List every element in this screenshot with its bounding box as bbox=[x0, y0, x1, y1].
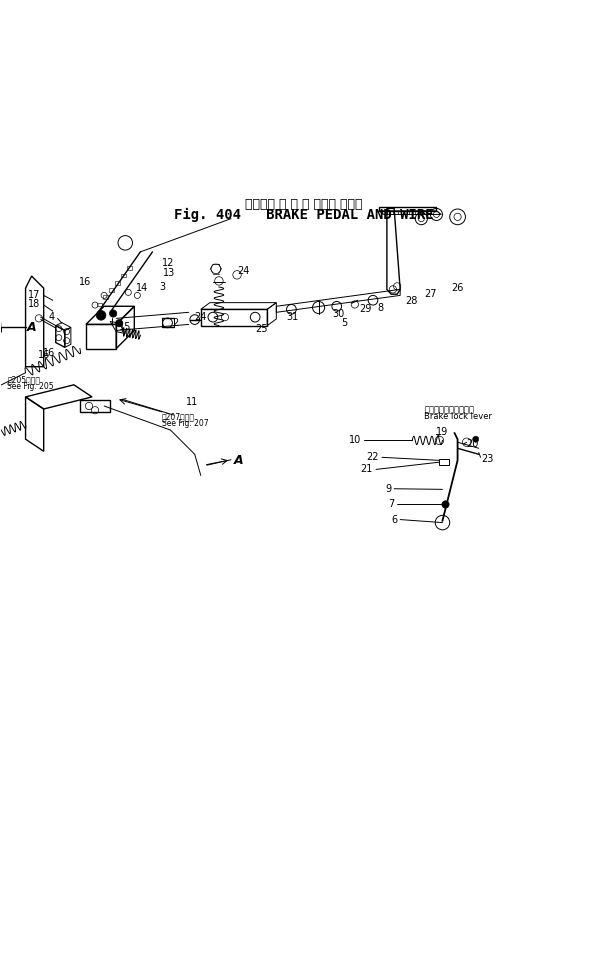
Text: 21: 21 bbox=[361, 464, 373, 475]
Text: 29: 29 bbox=[359, 304, 371, 314]
Text: 第205図参照: 第205図参照 bbox=[7, 376, 41, 384]
Text: 19: 19 bbox=[436, 427, 449, 437]
Bar bbox=[127, 267, 132, 270]
Text: 4: 4 bbox=[49, 312, 55, 323]
Text: 7: 7 bbox=[388, 500, 394, 509]
Bar bbox=[115, 281, 120, 284]
Text: A: A bbox=[27, 321, 36, 334]
Text: 10: 10 bbox=[348, 435, 361, 446]
Text: 28: 28 bbox=[405, 297, 418, 306]
Circle shape bbox=[97, 310, 106, 320]
Text: ブレーキロックレバー: ブレーキロックレバー bbox=[424, 405, 474, 415]
Text: See Fig. 205: See Fig. 205 bbox=[7, 381, 54, 391]
Text: 16: 16 bbox=[42, 349, 55, 358]
Text: 16: 16 bbox=[38, 350, 50, 359]
Text: A: A bbox=[234, 455, 243, 467]
Bar bbox=[121, 273, 126, 277]
Text: 11: 11 bbox=[186, 397, 198, 406]
Text: 25: 25 bbox=[255, 324, 268, 333]
Circle shape bbox=[118, 236, 132, 250]
Text: 18: 18 bbox=[29, 299, 41, 309]
Text: 27: 27 bbox=[424, 289, 437, 299]
Text: Brake lock lever: Brake lock lever bbox=[424, 412, 492, 422]
Text: 16: 16 bbox=[79, 277, 91, 287]
Text: 15: 15 bbox=[119, 322, 132, 332]
Circle shape bbox=[442, 501, 449, 508]
Text: ブレーキ ペ ダ ル および ワイヤ: ブレーキ ペ ダ ル および ワイヤ bbox=[245, 198, 362, 211]
Text: 12: 12 bbox=[161, 258, 174, 268]
Text: 24: 24 bbox=[195, 312, 207, 323]
Text: 24: 24 bbox=[237, 266, 249, 276]
Bar bbox=[103, 296, 107, 299]
Text: 5: 5 bbox=[341, 318, 347, 328]
Text: 14: 14 bbox=[135, 283, 148, 293]
Circle shape bbox=[115, 320, 123, 326]
Text: 2: 2 bbox=[172, 318, 178, 327]
Text: Fig. 404   BRAKE PEDAL AND WIRE: Fig. 404 BRAKE PEDAL AND WIRE bbox=[174, 207, 433, 221]
Text: 22: 22 bbox=[367, 453, 379, 462]
Text: 8: 8 bbox=[377, 303, 384, 313]
Bar bbox=[97, 302, 102, 306]
Circle shape bbox=[473, 436, 479, 442]
Text: 第207図参照: 第207図参照 bbox=[161, 412, 194, 422]
Text: 6: 6 bbox=[391, 514, 397, 525]
Bar bbox=[109, 288, 114, 292]
Text: 13: 13 bbox=[163, 268, 175, 278]
Text: 30: 30 bbox=[333, 308, 345, 319]
Text: 20: 20 bbox=[467, 439, 479, 449]
Circle shape bbox=[109, 310, 117, 317]
Text: 26: 26 bbox=[452, 283, 464, 293]
Text: 3: 3 bbox=[160, 282, 166, 292]
Text: See Fig. 207: See Fig. 207 bbox=[161, 419, 208, 428]
Text: 17: 17 bbox=[29, 291, 41, 300]
Text: 23: 23 bbox=[482, 455, 494, 464]
Text: 31: 31 bbox=[287, 312, 299, 323]
Text: 9: 9 bbox=[385, 483, 391, 494]
